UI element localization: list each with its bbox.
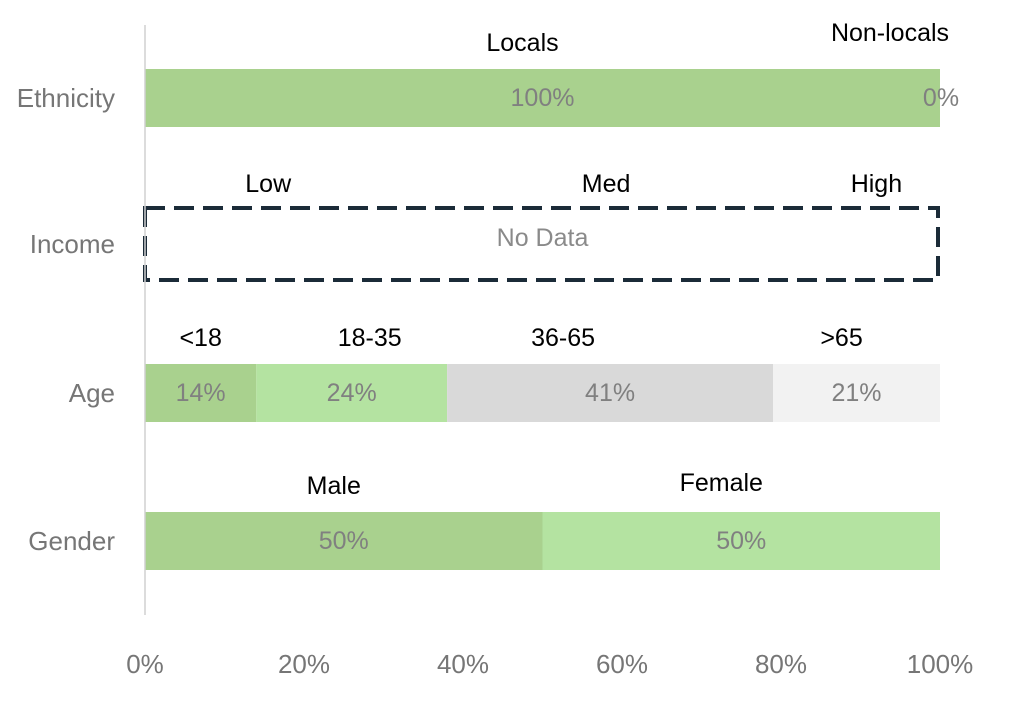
segment-name-income-high: High bbox=[851, 170, 902, 198]
category-label-income: Income bbox=[30, 229, 115, 259]
category-label-ethnicity: Ethnicity bbox=[17, 83, 115, 113]
value-label-ethnicity-locals: 100% bbox=[511, 84, 575, 112]
segment-name-age-18-35: 18-35 bbox=[338, 324, 402, 352]
segment-name-age-18: <18 bbox=[179, 324, 221, 352]
segment-name-income-med: Med bbox=[582, 170, 631, 198]
bar-segment-age-18-35 bbox=[256, 364, 448, 422]
bar-segment-age-36-65 bbox=[447, 364, 774, 422]
x-tick-label: 40% bbox=[437, 649, 489, 679]
value-label-ethnicity-non-locals: 0% bbox=[923, 84, 959, 112]
x-tick-label: 0% bbox=[126, 649, 164, 679]
bar-segment-age-18 bbox=[145, 364, 257, 422]
labels-layer: Ethnicity 100% Locals 0% Non-locals Income No … bbox=[17, 19, 959, 556]
bar-segment-gender-male bbox=[145, 512, 543, 570]
bars-layer bbox=[143, 69, 940, 570]
x-tick-label: 100% bbox=[907, 649, 974, 679]
segment-name-gender-male: Male bbox=[307, 472, 361, 500]
segment-name-gender-female: Female bbox=[680, 469, 763, 497]
x-tick-label: 80% bbox=[755, 649, 807, 679]
value-label-age-65: 21% bbox=[832, 379, 882, 407]
x-axis-ticks: 0% 20% 40% 60% 80% 100% bbox=[126, 649, 973, 679]
bar-segment-age-65 bbox=[773, 364, 940, 422]
x-tick-label: 20% bbox=[278, 649, 330, 679]
category-label-gender: Gender bbox=[28, 526, 115, 556]
value-label-age-36-65: 41% bbox=[585, 379, 635, 407]
segment-name-age-65: >65 bbox=[820, 324, 862, 352]
value-label-gender-male: 50% bbox=[319, 527, 369, 555]
category-label-age: Age bbox=[69, 378, 115, 408]
segment-name-age-36-65: 36-65 bbox=[531, 324, 595, 352]
x-tick-label: 60% bbox=[596, 649, 648, 679]
segment-name-ethnicity-locals: Locals bbox=[486, 29, 558, 57]
segment-name-ethnicity-non-locals: Non-locals bbox=[831, 19, 949, 47]
value-label-age-18-35: 24% bbox=[327, 379, 377, 407]
no-data-label: No Data bbox=[497, 224, 589, 252]
bar-segment-gender-female bbox=[542, 512, 940, 570]
segment-name-income-low: Low bbox=[245, 170, 292, 198]
bar-segment-ethnicity-locals bbox=[145, 69, 940, 127]
value-label-gender-female: 50% bbox=[716, 527, 766, 555]
value-label-age-18: 14% bbox=[176, 379, 226, 407]
